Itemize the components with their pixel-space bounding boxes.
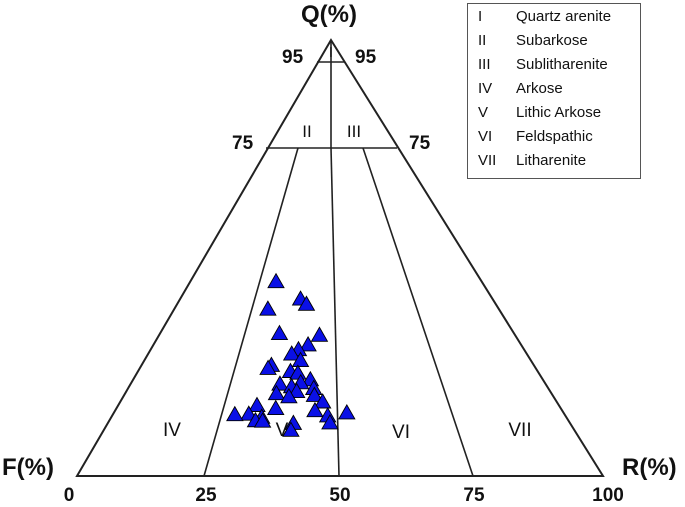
legend: I Quartz arenite II Subarkose III Sublithar… <box>467 3 641 179</box>
tick-label-bottom-100: 100 <box>592 485 624 506</box>
legend-item: I Quartz arenite <box>478 6 611 28</box>
tick-label-q95-right: 95 <box>355 47 377 68</box>
data-point-triangle <box>259 300 277 316</box>
legend-item: III Sublitharenite <box>478 54 608 76</box>
data-point-triangle <box>282 345 301 361</box>
data-point-triangle <box>313 393 332 409</box>
divider-vi-vii <box>362 147 474 477</box>
zone-label-vii: VII <box>508 420 531 441</box>
data-points <box>226 272 356 437</box>
data-point-triangle <box>299 335 317 352</box>
data-point-triangle <box>291 351 310 368</box>
legend-item-name: Sublitharenite <box>516 56 608 73</box>
data-point-triangle <box>226 405 244 422</box>
legend-item-name: Feldspathic <box>516 128 593 145</box>
legend-item-number: II <box>478 32 487 49</box>
data-point-triangle <box>282 421 300 437</box>
tick-label-q75-right: 75 <box>409 133 431 154</box>
legend-item: II Subarkose <box>478 30 588 52</box>
data-point-triangle <box>280 387 298 404</box>
tick-label-q75-left: 75 <box>232 133 254 154</box>
divider-v-vi <box>330 147 340 477</box>
legend-item: V Lithic Arkose <box>478 102 601 124</box>
apex-label-f: F(%) <box>2 454 54 481</box>
data-point-triangle <box>321 414 339 430</box>
legend-item-number: VII <box>478 152 497 169</box>
legend-item-name: Litharenite <box>516 152 587 169</box>
data-point-triangle <box>266 399 285 415</box>
data-point-triangle <box>305 386 324 402</box>
ternary-triangle-outline <box>75 38 605 477</box>
legend-item-name: Subarkose <box>516 32 588 49</box>
zone-label-iii: III <box>347 122 361 141</box>
legend-item-number: VI <box>478 128 493 145</box>
legend-item-name: Quartz arenite <box>516 8 612 25</box>
zone-label-i: I <box>329 44 333 61</box>
tick-label-bottom-75: 75 <box>463 485 485 506</box>
legend-item: VII Litharenite <box>478 150 586 172</box>
tick-label-bottom-50: 50 <box>329 485 350 506</box>
data-point-triangle <box>297 295 316 311</box>
data-point-triangle <box>306 401 324 418</box>
data-point-triangle <box>271 375 289 391</box>
data-point-triangle <box>338 404 356 420</box>
data-point-triangle <box>267 272 285 289</box>
legend-item-name: Arkose <box>516 80 563 97</box>
legend-item: VI Feldspathic <box>478 126 593 148</box>
data-point-triangle <box>248 396 266 412</box>
data-point-triangle <box>270 324 289 341</box>
legend-item-number: III <box>478 56 491 73</box>
apex-label-r: R(%) <box>622 454 677 481</box>
legend-item-number: I <box>478 8 483 25</box>
apex-label-q: Q(%) <box>301 1 357 28</box>
tick-label-q95-left: 95 <box>282 47 304 68</box>
divider-iv-v <box>203 147 299 477</box>
legend-item-number: V <box>478 104 489 121</box>
data-point-triangle <box>267 384 286 401</box>
tick-label-bottom-0: 0 <box>64 485 75 506</box>
zone-label-iv: IV <box>163 420 181 441</box>
data-point-triangle <box>259 359 277 375</box>
tick-label-bottom-25: 25 <box>195 485 217 506</box>
legend-item-number: IV <box>478 80 493 97</box>
zone-label-ii: II <box>302 122 311 141</box>
legend-item-name: Lithic Arkose <box>516 104 602 121</box>
legend-item: IV Arkose <box>478 78 563 100</box>
data-point-triangle <box>253 412 272 428</box>
zone-label-vi: VI <box>392 422 410 443</box>
data-point-triangle <box>310 326 329 342</box>
data-point-triangle <box>287 382 306 398</box>
